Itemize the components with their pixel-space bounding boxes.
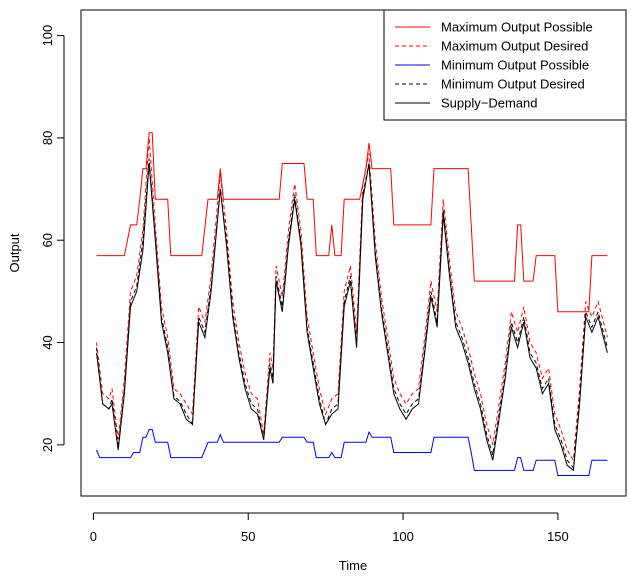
y-tick-label: 20 xyxy=(40,438,55,452)
x-tick-label: 150 xyxy=(547,529,569,544)
legend: Maximum Output Possible Maximum Output De… xyxy=(383,9,627,121)
legend-label: Maximum Output Desired xyxy=(441,39,588,54)
series-line-4 xyxy=(96,158,608,470)
x-tick-label: 50 xyxy=(241,529,255,544)
y-axis-title: Output xyxy=(7,233,22,272)
series-layer xyxy=(96,132,608,476)
x-tick-label: 100 xyxy=(392,529,414,544)
y-tick-label: 60 xyxy=(40,233,55,247)
x-tick-label: 0 xyxy=(90,529,97,544)
series-line-3 xyxy=(96,429,608,476)
series-line-5 xyxy=(96,163,608,472)
legend-label: Supply−Demand xyxy=(441,96,537,111)
y-tick-label: 40 xyxy=(40,335,55,349)
series-line-2 xyxy=(96,137,608,462)
y-axis: 20 40 60 80 100 xyxy=(40,25,65,452)
x-axis-title: Time xyxy=(339,558,367,573)
y-tick-label: 80 xyxy=(40,131,55,145)
series-line-1 xyxy=(96,132,608,313)
legend-label: Minimum Output Desired xyxy=(441,77,585,92)
legend-label: Maximum Output Possible xyxy=(441,20,593,35)
x-axis: 0 50 100 150 xyxy=(90,512,569,544)
y-tick-label: 100 xyxy=(40,25,55,47)
plot-frame xyxy=(80,9,627,497)
legend-label: Minimum Output Possible xyxy=(441,58,589,73)
